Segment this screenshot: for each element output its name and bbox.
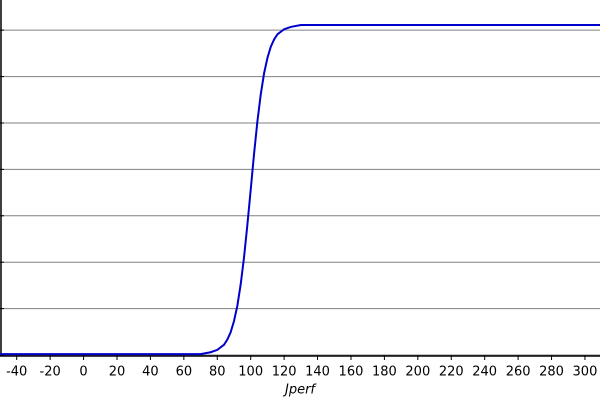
- x-tick-label: 60: [176, 365, 193, 380]
- x-tick-label: -40: [6, 365, 27, 380]
- x-tick-label: -20: [40, 365, 61, 380]
- x-tick-label: 100: [238, 365, 263, 380]
- x-tick-label: 260: [506, 365, 531, 380]
- x-tick-label: 280: [539, 365, 564, 380]
- x-axis-label: Jperf: [282, 383, 317, 398]
- x-tick-label: 80: [209, 365, 226, 380]
- x-tick-label: 140: [305, 365, 330, 380]
- x-tick-label: 220: [439, 365, 464, 380]
- x-tick-label: 300: [573, 365, 598, 380]
- x-tick-label: 240: [472, 365, 497, 380]
- x-tick-label: 0: [79, 365, 87, 380]
- line: [0, 24, 600, 356]
- x-tick-label: 180: [372, 365, 397, 380]
- x-tick-label: 20: [109, 365, 126, 380]
- x-tick-label: 160: [339, 365, 364, 380]
- x-tick-label: 200: [405, 365, 430, 380]
- x-tick-label: 120: [272, 365, 297, 380]
- x-tick-label: 40: [142, 365, 159, 380]
